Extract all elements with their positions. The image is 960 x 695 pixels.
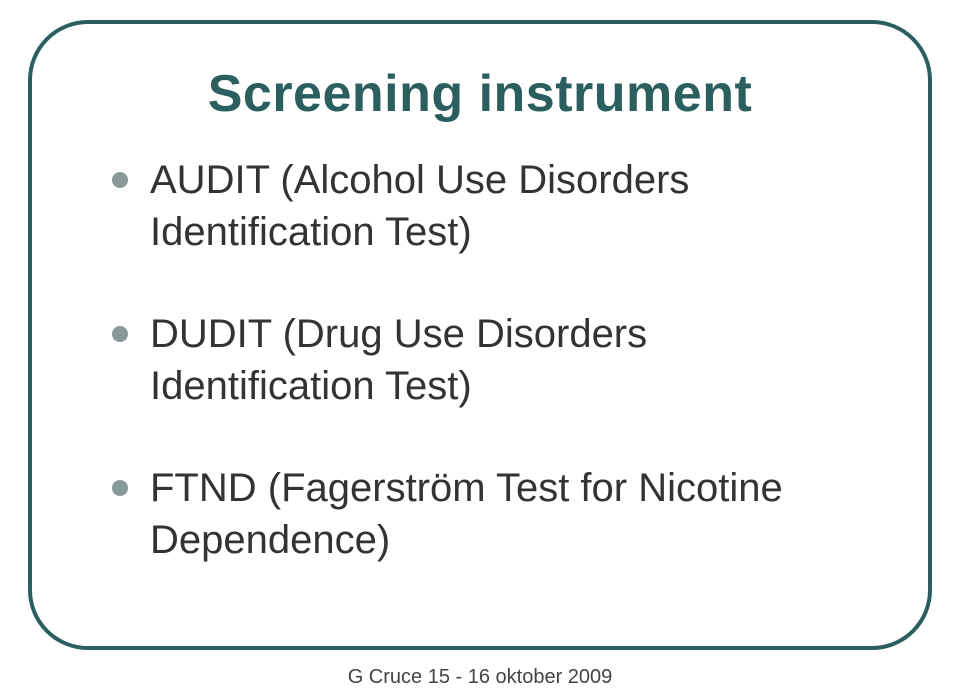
bullet-item: AUDIT (Alcohol Use Disorders Identificat… bbox=[112, 154, 868, 258]
bullet-item: DUDIT (Drug Use Disorders Identification… bbox=[112, 308, 868, 412]
slide-content: Screening instrument AUDIT (Alcohol Use … bbox=[32, 24, 928, 646]
slide-title: Screening instrument bbox=[92, 64, 868, 124]
slide-footer: G Cruce 15 - 16 oktober 2009 bbox=[0, 666, 960, 689]
slide-frame: Screening instrument AUDIT (Alcohol Use … bbox=[28, 20, 932, 650]
bullet-list: AUDIT (Alcohol Use Disorders Identificat… bbox=[92, 154, 868, 566]
bullet-item: FTND (Fagerström Test for Nicotine Depen… bbox=[112, 462, 868, 566]
